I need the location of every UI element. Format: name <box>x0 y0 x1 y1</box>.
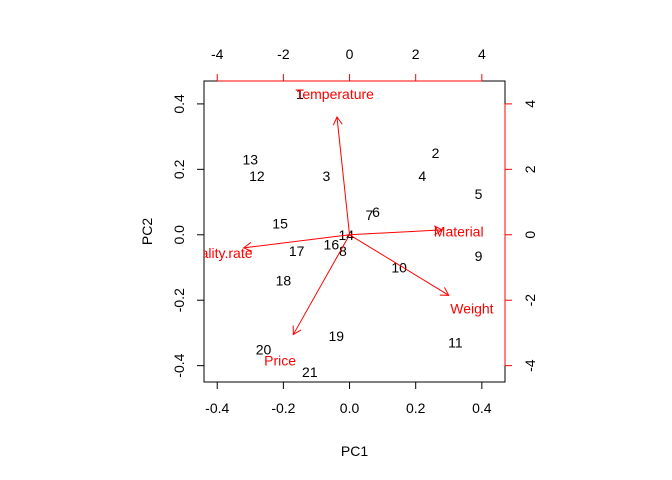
y-axis-right-loadings: -4 -2 0 2 4 <box>504 100 538 372</box>
observation-label: 5 <box>475 186 483 202</box>
right-tick-label: 4 <box>522 100 538 108</box>
right-tick-label: -4 <box>522 359 538 372</box>
observation-label: 18 <box>276 273 292 289</box>
x-axis-top-loadings: -4 -2 0 2 4 <box>211 46 486 82</box>
right-tick-label: -2 <box>522 294 538 307</box>
variable-arrow <box>292 234 350 335</box>
observation-label: 20 <box>256 341 272 357</box>
variable-label: Temperature <box>295 86 374 102</box>
x-tick-label: 0.4 <box>472 400 492 416</box>
observation-label: 3 <box>322 168 330 184</box>
variable-label: Material <box>434 224 484 240</box>
x-tick-label: 0.2 <box>406 400 426 416</box>
y-tick-label: -0.4 <box>171 353 187 377</box>
variable-label: Quality.rate <box>182 245 253 261</box>
observation-label: 19 <box>329 328 345 344</box>
x-tick-label: -0.2 <box>271 400 295 416</box>
observation-label: 4 <box>418 168 426 184</box>
variable-arrow <box>336 116 351 235</box>
variable-arrow <box>243 234 350 249</box>
top-tick-label: 2 <box>412 46 420 62</box>
variable-arrowhead <box>242 242 253 252</box>
x-axis-bottom: -0.4 -0.2 0.0 0.2 0.4 <box>205 381 492 416</box>
observation-label: 16 <box>324 237 340 253</box>
top-tick-label: 0 <box>346 46 354 62</box>
observation-label: 6 <box>372 204 380 220</box>
variable-arrowhead <box>439 287 450 296</box>
variable-label: Weight <box>450 300 493 316</box>
y-tick-label: 0.2 <box>171 159 187 179</box>
variable-arrow <box>349 229 443 236</box>
y-tick-label: -0.2 <box>171 288 187 312</box>
variable-arrow <box>349 234 450 296</box>
observation-label: 17 <box>289 243 305 259</box>
variable-arrowhead <box>292 325 302 336</box>
observation-label: 13 <box>243 152 259 168</box>
x-axis-title: PC1 <box>341 443 368 459</box>
x-tick-label: -0.4 <box>205 400 229 416</box>
observation-label: 10 <box>391 259 407 275</box>
variable-arrowhead <box>433 225 444 236</box>
variable-label: Price <box>264 353 296 369</box>
observation-label: 15 <box>272 215 288 231</box>
observation-label: 8 <box>339 243 347 259</box>
top-tick-label: -2 <box>277 46 290 62</box>
observation-label: 11 <box>448 335 463 351</box>
x-tick-label: 0.0 <box>340 400 360 416</box>
observation-label: 1 <box>296 86 304 102</box>
observation-label: 2 <box>432 145 440 161</box>
observation-label: 7 <box>365 207 373 223</box>
y-tick-label: 0.4 <box>171 94 187 114</box>
observation-label: 9 <box>475 248 483 264</box>
right-tick-label: 2 <box>522 165 538 173</box>
y-axis-left: -0.4 -0.2 0.0 0.2 0.4 <box>171 94 205 378</box>
top-tick-label: 4 <box>478 46 486 62</box>
variable-arrows: Temperature Material Weight Price Quality.ra… <box>182 86 494 369</box>
observation-label: 21 <box>302 364 318 380</box>
observation-label: 12 <box>249 168 265 184</box>
right-tick-label: 0 <box>522 231 538 239</box>
y-axis-title: PC2 <box>139 218 155 245</box>
top-tick-label: -4 <box>211 46 224 62</box>
y-tick-label: 0.0 <box>171 225 187 245</box>
variable-arrowhead <box>332 115 343 126</box>
